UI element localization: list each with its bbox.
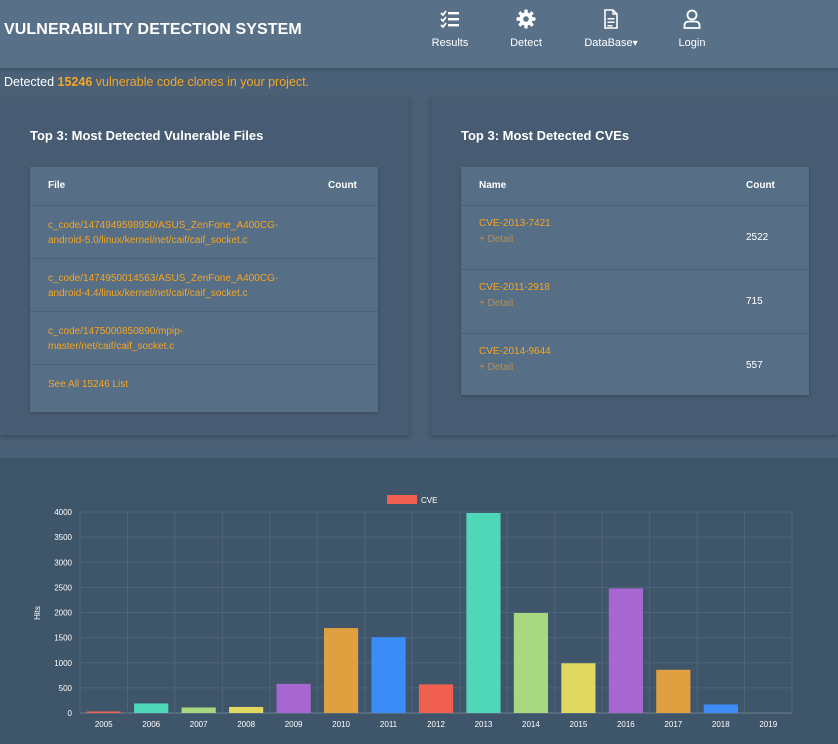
x-tick-label: 2016 <box>617 720 635 729</box>
cve-hits-chart-section: 0 500 1000 1500 2000 2500 3000 3500 4000 2005 2006… <box>0 458 838 744</box>
nav-database-label-wrap: DataBase▾ <box>584 37 637 49</box>
x-tick-label: 2017 <box>664 720 682 729</box>
bar-2007[interactable] <box>181 707 216 713</box>
x-tick-label: 2008 <box>237 720 255 729</box>
detail-link[interactable]: + Detail <box>479 234 514 245</box>
summary-suffix: vulnerable code clones in your project. <box>95 75 310 89</box>
top-cves-title: Top 3: Most Detected CVEs <box>461 128 630 143</box>
bar-2013[interactable] <box>466 513 501 713</box>
col-name-header: Name <box>479 180 507 191</box>
file-link[interactable]: c_code/1474949598950/ASUS_ZenFone_A400CG… <box>48 220 279 246</box>
table-row: c_code/1475000850890/mpip-master/net/cai… <box>30 312 378 365</box>
bar-2010[interactable] <box>323 628 359 713</box>
app-title: VULNERABILITY DETECTION SYSTEM <box>4 21 302 38</box>
nav-login[interactable]: Login <box>652 8 732 49</box>
cve-count: 557 <box>746 360 763 371</box>
bar-2011[interactable] <box>371 637 406 713</box>
y-tick-label: 1500 <box>54 634 72 643</box>
col-count-header: Count <box>328 180 357 191</box>
bar-2018[interactable] <box>703 704 738 713</box>
col-count-header: Count <box>746 180 775 191</box>
y-tick-label: 2000 <box>54 609 72 618</box>
legend-label: CVE <box>421 496 437 505</box>
x-tick-label: 2010 <box>332 720 350 729</box>
cve-link[interactable]: CVE-2011-2918 <box>479 282 550 293</box>
see-all-row: See All 15246 List <box>30 365 378 412</box>
detail-link[interactable]: + Detail <box>479 298 514 309</box>
x-tick-label: 2012 <box>427 720 445 729</box>
bar-2014[interactable] <box>513 613 549 713</box>
document-icon <box>571 8 651 30</box>
summary-prefix: Detected <box>4 75 55 89</box>
x-tick-label: 2014 <box>522 720 540 729</box>
user-icon <box>652 8 732 30</box>
x-tick-label: 2009 <box>285 720 303 729</box>
top-files-title: Top 3: Most Detected Vulnerable Files <box>30 128 264 143</box>
nav-database-label: DataBase <box>584 37 633 49</box>
top-cves-table: Name Count CVE-2013-7421 + Detail 2522 C… <box>461 167 809 395</box>
bar-2016[interactable] <box>608 588 643 713</box>
table-row: CVE-2013-7421 + Detail 2522 <box>461 206 809 270</box>
chart-legend[interactable]: CVE <box>387 495 437 505</box>
cve-count: 715 <box>746 296 763 307</box>
x-tick-label: 2019 <box>759 720 777 729</box>
cve-link[interactable]: CVE-2013-7421 <box>479 218 551 229</box>
chevron-down-icon: ▾ <box>632 38 638 49</box>
file-link[interactable]: c_code/1474950014563/ASUS_ZenFone_A400CG… <box>48 273 279 299</box>
see-all-link[interactable]: See All 15246 List <box>48 379 129 390</box>
y-tick-label: 0 <box>68 709 73 718</box>
table-row: CVE-2014-9644 + Detail 557 <box>461 334 809 397</box>
bar-2015[interactable] <box>561 663 596 713</box>
table-row: c_code/1474950014563/ASUS_ZenFone_A400CG… <box>30 259 378 312</box>
bar-2017[interactable] <box>656 669 691 713</box>
y-tick-label: 500 <box>59 684 73 693</box>
top-navbar: VULNERABILITY DETECTION SYSTEM Results <box>0 0 838 68</box>
detail-link[interactable]: + Detail <box>479 362 514 373</box>
top-files-table: File Count c_code/1474949598950/ASUS_Zen… <box>30 167 378 412</box>
top-files-panel: Top 3: Most Detected Vulnerable Files Fi… <box>0 97 409 435</box>
x-tick-label: 2015 <box>570 720 588 729</box>
gear-icon <box>486 8 566 30</box>
x-tick-label: 2018 <box>712 720 730 729</box>
nav-results-label: Results <box>431 37 469 49</box>
nav-detect-label: Detect <box>510 37 542 49</box>
y-tick-label: 3500 <box>54 533 72 542</box>
top-cves-panel: Top 3: Most Detected CVEs Name Count CVE… <box>431 97 838 435</box>
summary-count: 15246 <box>57 75 93 89</box>
bar-2006[interactable] <box>134 703 169 713</box>
x-tick-label: 2011 <box>380 720 398 729</box>
legend-swatch <box>387 495 417 504</box>
detection-summary: Detected 15246 vulnerable code clones in… <box>4 75 309 89</box>
x-tick-label: 2005 <box>95 720 113 729</box>
table-row: CVE-2011-2918 + Detail 715 <box>461 270 809 334</box>
x-tick-label: 2007 <box>190 720 208 729</box>
y-tick-label: 2500 <box>54 583 72 592</box>
col-file-header: File <box>48 180 66 191</box>
nav-results[interactable]: Results <box>410 8 490 49</box>
nav-login-label: Login <box>678 37 706 49</box>
bar-2009[interactable] <box>276 683 311 713</box>
cve-hits-bar-chart: 0 500 1000 1500 2000 2500 3000 3500 4000 2005 2006… <box>33 495 793 729</box>
bar-2012[interactable] <box>418 684 454 713</box>
list-check-icon <box>410 8 490 30</box>
y-axis-label: Hits <box>33 606 42 620</box>
cve-link[interactable]: CVE-2014-9644 <box>479 346 551 357</box>
bar-2008[interactable] <box>229 706 264 713</box>
nav-detect[interactable]: Detect <box>486 8 566 49</box>
file-link[interactable]: c_code/1475000850890/mpip-master/net/cai… <box>48 326 184 352</box>
bar-2005[interactable] <box>86 711 121 713</box>
nav-database-dropdown[interactable]: DataBase▾ <box>571 8 651 49</box>
x-tick-label: 2013 <box>475 720 493 729</box>
x-tick-label: 2006 <box>142 720 160 729</box>
table-header: File Count <box>30 167 378 206</box>
y-tick-label: 3000 <box>54 558 72 567</box>
table-header: Name Count <box>461 167 809 206</box>
cve-count: 2522 <box>746 232 769 243</box>
y-tick-label: 1000 <box>54 659 72 668</box>
y-tick-label: 4000 <box>54 508 72 517</box>
table-row: c_code/1474949598950/ASUS_ZenFone_A400CG… <box>30 206 378 259</box>
